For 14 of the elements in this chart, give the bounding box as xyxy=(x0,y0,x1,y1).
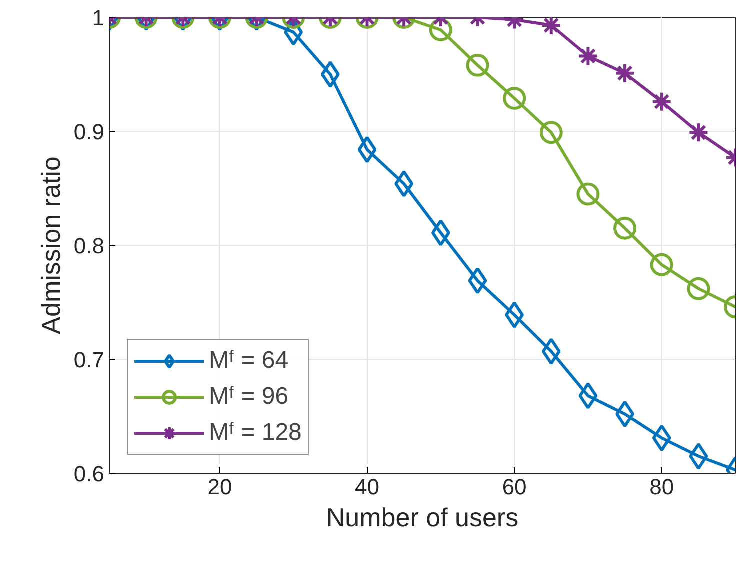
y-tick-label: 0.8 xyxy=(74,234,105,258)
y-tick-label: 0.7 xyxy=(74,348,105,372)
y-tick-label: 1 xyxy=(92,6,105,30)
x-tick-label: 20 xyxy=(208,474,232,500)
y-tick-label: 0.6 xyxy=(74,462,105,486)
y-tick-label: 0.9 xyxy=(74,120,105,144)
legend-label: Mᶠ = 64 xyxy=(209,347,289,375)
legend-label: Mᶠ = 128 xyxy=(209,419,302,447)
y-axis-title: Admission ratio xyxy=(36,156,66,334)
x-tick-label: 80 xyxy=(650,474,674,500)
x-tick-label: 60 xyxy=(502,474,527,500)
x-tick-label: 40 xyxy=(355,474,380,500)
x-axis-title: Number of users xyxy=(326,502,519,532)
legend-label: Mᶠ = 96 xyxy=(209,383,289,411)
